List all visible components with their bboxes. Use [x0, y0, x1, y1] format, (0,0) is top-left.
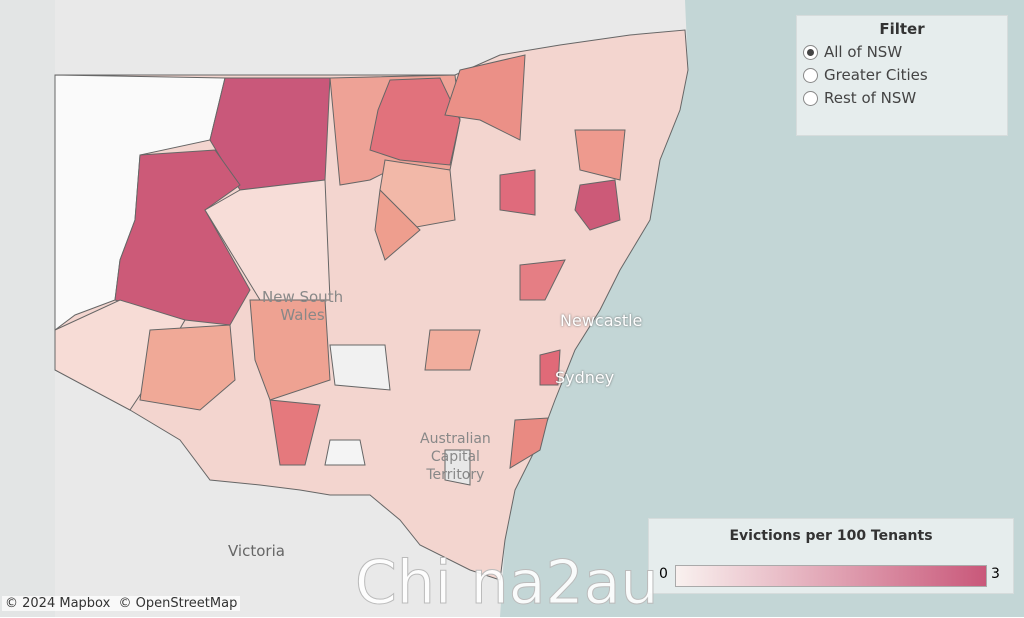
region [519, 259, 566, 301]
state-label: Victoria [228, 542, 285, 560]
option-label[interactable]: All of NSW [824, 43, 903, 61]
legend-gradient [675, 565, 987, 587]
territory-label: Australian Capital Territory [420, 431, 491, 483]
region [324, 439, 366, 466]
radio-button[interactable] [803, 67, 818, 83]
radio-button[interactable] [803, 90, 818, 106]
watermark: Chi na2au [354, 548, 659, 618]
state-label: New South Wales [262, 288, 344, 324]
legend-max: 3 [991, 566, 1000, 582]
legend-panel: Evictions per 100 Tenants 0 3 [648, 518, 1014, 594]
act [444, 449, 471, 486]
region [424, 329, 481, 371]
city-label: Newcastle [560, 311, 643, 330]
filter-title: Filter [879, 20, 925, 38]
city-label: Sydney [555, 368, 615, 387]
land [0, 0, 55, 617]
region [369, 77, 461, 166]
filter-option[interactable]: All of NSW [803, 43, 1007, 61]
legend-title: Evictions per 100 Tenants [729, 528, 933, 544]
region [509, 417, 549, 469]
region [499, 169, 536, 216]
region [574, 179, 621, 231]
attribution: © 2024 Mapbox © OpenStreetMap [2, 596, 241, 611]
filter-option[interactable]: Rest of NSW [803, 89, 1007, 107]
region [139, 324, 236, 411]
region [539, 349, 561, 386]
region [574, 129, 626, 181]
option-label[interactable]: Rest of NSW [824, 89, 917, 107]
legend-min: 0 [659, 566, 668, 582]
filter-options: All of NSW Greater Cities Rest of NSW [797, 43, 1007, 107]
region [444, 54, 526, 141]
filter-option[interactable]: Greater Cities [803, 66, 1007, 84]
region [114, 149, 251, 326]
ocean [500, 0, 1024, 617]
region [374, 188, 421, 261]
region [249, 299, 331, 401]
region [329, 344, 391, 391]
radio-button[interactable] [803, 44, 818, 60]
option-label[interactable]: Greater Cities [824, 66, 928, 84]
region [269, 399, 321, 466]
filter-panel: Filter All of NSW Greater Cities Rest of N… [796, 15, 1008, 136]
